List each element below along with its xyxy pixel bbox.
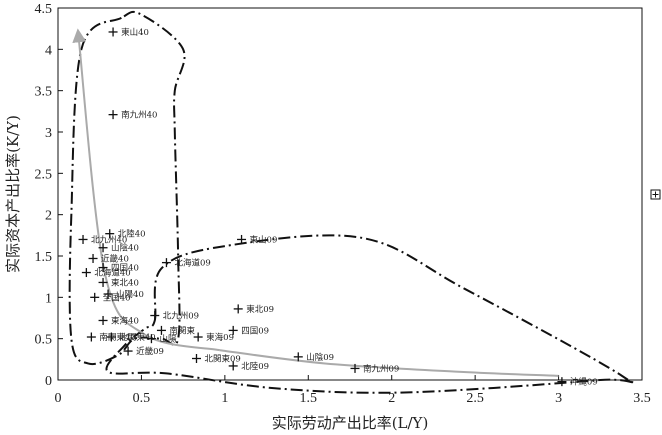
point-label: 北陸09	[241, 361, 269, 372]
point-label: 東海40	[111, 315, 139, 326]
data-point: 北陸40	[105, 229, 146, 240]
data-point: 北海道09	[161, 258, 211, 269]
data-point: 山陰09	[293, 352, 334, 363]
point-label: 南関東40	[99, 332, 135, 343]
y-axis-label: 实际资本产出比率(K/Y)	[4, 115, 22, 273]
y-tick-label: 3.5	[35, 85, 53, 100]
y-tick-label: 2.5	[35, 167, 53, 182]
data-point: 東山09	[237, 234, 277, 245]
point-label: 南九州40	[121, 110, 157, 121]
y-axis-ticks: 0 0.5 1 1.5 2 2.5 3 3.5 4 4.5	[35, 2, 63, 389]
cluster-outlines	[68, 10, 636, 394]
plot-frame	[57, 7, 643, 381]
legend-box	[650, 189, 661, 200]
data-point: 四国40	[98, 263, 139, 274]
data-point: 南関東40	[86, 332, 136, 343]
point-label: 四国09	[241, 326, 269, 336]
data-point: 近畿40	[88, 253, 129, 264]
y-tick-label: 4	[45, 43, 52, 58]
point-label: 北九州09	[163, 312, 199, 322]
x-tick-label: 3	[555, 391, 562, 406]
data-point: 南関東	[156, 325, 195, 336]
y-tick-label: 4.5	[35, 2, 53, 17]
point-label: 山陽40	[116, 289, 144, 300]
data-point: 近畿09	[123, 346, 164, 357]
y-tick-label: 2	[45, 209, 52, 224]
data-point: 山陽	[146, 334, 177, 345]
cluster-2009-outline	[105, 234, 636, 394]
x-tick-label: 0.5	[133, 391, 151, 406]
point-label: 四国40	[111, 264, 139, 274]
x-tick-label: 2.5	[466, 391, 484, 406]
data-point: 山陰40	[98, 243, 139, 254]
y-tick-label: 0	[45, 374, 52, 389]
data-point: 北海道40	[81, 268, 131, 279]
plot-border	[57, 7, 643, 381]
data-point: 北関東40	[106, 332, 156, 343]
point-label: 東山09	[250, 234, 278, 245]
trend-arrows	[72, 28, 559, 377]
point-label: 山陰09	[306, 352, 334, 363]
point-label: 沖縄09	[570, 377, 598, 388]
data-point: 四国09	[228, 325, 269, 336]
data-point: 北陸09	[228, 361, 269, 372]
arrow-to-2009	[219, 349, 559, 377]
data-point: 北九州09	[150, 311, 199, 322]
point-label: 北関東09	[204, 354, 240, 365]
data-point: 南九州09	[350, 363, 399, 374]
y-tick-label: 1	[45, 291, 52, 306]
point-label: 山陽	[159, 334, 177, 345]
data-point: 沖縄09	[557, 377, 598, 388]
x-tick-label: 2	[388, 391, 395, 406]
data-point: 東海09	[193, 332, 234, 343]
point-label: 山陰40	[111, 243, 139, 254]
point-label: 北海道40	[94, 268, 130, 279]
x-tick-label: 3.5	[633, 391, 651, 406]
point-label: 近畿09	[136, 346, 164, 357]
legend	[650, 189, 661, 200]
point-label: 東北09	[246, 304, 274, 315]
y-tick-label: 1.5	[35, 250, 53, 265]
point-label: 北九州40	[91, 235, 127, 245]
data-point: 東山40	[108, 27, 149, 38]
point-label: 近畿40	[101, 253, 129, 264]
data-point: 北九州40	[78, 234, 127, 245]
y-tick-label: 0.5	[35, 333, 53, 348]
data-point: 山陽40	[103, 289, 144, 300]
y-tick-label: 3	[45, 126, 52, 141]
data-point: 東北09	[233, 304, 274, 315]
point-label: 北海道09	[174, 258, 210, 269]
point-label: 東北40	[111, 277, 139, 288]
cluster-1940-outline	[68, 10, 186, 366]
arrow-to-1940	[72, 28, 221, 352]
point-label: 南関東	[169, 325, 195, 336]
point-label: 北陸40	[118, 229, 146, 240]
data-point: 南九州40	[108, 110, 157, 121]
data-point: 北関東09	[191, 354, 241, 365]
x-tick-label: 1	[221, 391, 228, 406]
point-label: 北関東40	[119, 332, 155, 343]
point-label: 東山40	[121, 27, 149, 38]
data-point: 東北40	[98, 277, 139, 288]
data-point: 全国40	[90, 292, 131, 303]
point-label: 南九州09	[363, 363, 399, 374]
x-tick-label: 0	[55, 391, 62, 406]
data-points: 東山40南九州40北陸40北九州40山陰40近畿40四国40北海道40東北40山…	[78, 27, 598, 388]
x-axis-label: 实际劳动产出比率(L/Y)	[272, 414, 429, 432]
point-label: 東海09	[206, 332, 234, 343]
x-tick-label: 1.5	[300, 391, 318, 406]
point-label: 全国40	[103, 292, 131, 303]
data-point: 東海40	[98, 315, 139, 326]
